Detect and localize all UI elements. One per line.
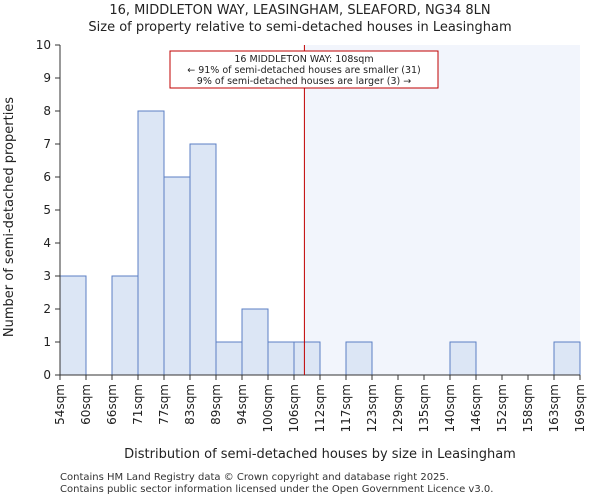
- y-tick-label: 10: [36, 38, 51, 52]
- annotation-line-2: ← 91% of semi-detached houses are smalle…: [187, 65, 421, 76]
- y-tick-label: 2: [43, 302, 51, 316]
- bar: [293, 341, 321, 376]
- y-tick-label: 6: [43, 170, 51, 184]
- y-tick-label: 1: [43, 335, 51, 349]
- bar: [59, 275, 87, 376]
- bar: [189, 143, 217, 376]
- bar: [215, 341, 243, 376]
- bar: [137, 110, 165, 376]
- x-tick-label: 71sqm: [131, 384, 145, 425]
- y-tick-label: 9: [43, 71, 51, 85]
- y-tick-label: 5: [43, 203, 51, 217]
- y-tick-label: 7: [43, 137, 51, 151]
- footer-line-1: Contains HM Land Registry data © Crown c…: [60, 472, 449, 483]
- x-tick-label: 152sqm: [495, 384, 509, 432]
- y-tick-label: 8: [43, 104, 51, 118]
- y-tick-label: 0: [43, 368, 51, 382]
- x-tick-label: 60sqm: [79, 384, 93, 425]
- x-tick-label: 83sqm: [183, 384, 197, 425]
- y-axis-title: Number of semi-detached properties: [2, 97, 17, 337]
- bar: [241, 308, 269, 376]
- chart-title: 16, MIDDLETON WAY, LEASINGHAM, SLEAFORD,…: [109, 3, 491, 18]
- bar: [449, 341, 477, 376]
- x-tick-label: 112sqm: [313, 384, 327, 432]
- annotation-line-3: 9% of semi-detached houses are larger (3…: [197, 76, 411, 87]
- footer-line-2: Contains public sector information licen…: [60, 484, 494, 495]
- x-tick-label: 135sqm: [417, 384, 431, 432]
- annotation-line-1: 16 MIDDLETON WAY: 108sqm: [234, 54, 373, 65]
- x-axis-title: Distribution of semi-detached houses by …: [124, 447, 516, 462]
- x-tick-label: 140sqm: [443, 384, 457, 432]
- x-tick-label: 117sqm: [339, 384, 353, 432]
- y-tick-label: 3: [43, 269, 51, 283]
- x-tick-label: 94sqm: [235, 384, 249, 425]
- larger-region-highlight: [304, 45, 580, 375]
- bar: [553, 341, 581, 376]
- x-tick-label: 158sqm: [521, 384, 535, 432]
- x-tick-label: 77sqm: [157, 384, 171, 425]
- bar: [345, 341, 373, 376]
- y-tick-label: 4: [43, 236, 51, 250]
- bar: [111, 275, 139, 376]
- x-tick-label: 169sqm: [573, 384, 587, 432]
- annotation-box: [169, 50, 439, 89]
- chart-subtitle: Size of property relative to semi-detach…: [88, 20, 512, 35]
- x-tick-label: 163sqm: [547, 384, 561, 432]
- bar: [267, 341, 295, 376]
- x-tick-label: 54sqm: [53, 384, 67, 425]
- x-tick-label: 123sqm: [365, 384, 379, 432]
- x-tick-label: 66sqm: [105, 384, 119, 425]
- x-tick-label: 129sqm: [391, 384, 405, 432]
- x-tick-label: 100sqm: [261, 384, 275, 432]
- x-tick-label: 89sqm: [209, 384, 223, 425]
- x-tick-label: 146sqm: [469, 384, 483, 432]
- x-tick-label: 106sqm: [287, 384, 301, 432]
- bar: [163, 176, 191, 376]
